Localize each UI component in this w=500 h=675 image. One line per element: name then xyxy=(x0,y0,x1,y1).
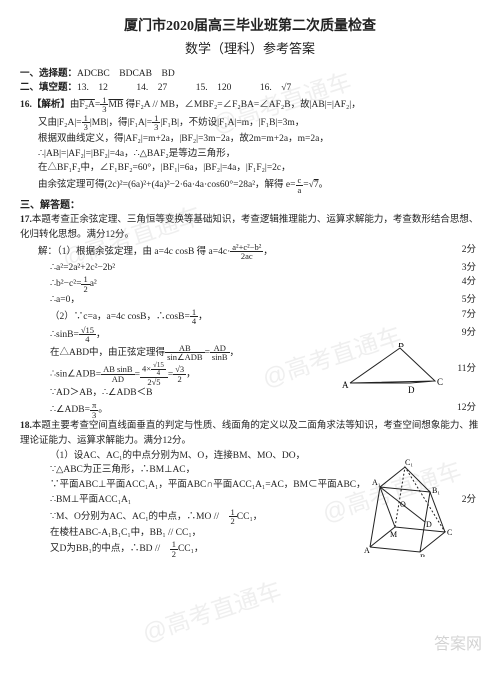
watermark: 答案网 xyxy=(434,633,482,657)
analysis-tag: 【解析】 xyxy=(32,100,70,110)
q16-line4: ∴|AB|=|AF₂|=|BF₂|=4a，∴△BAF₂是等边三角形， xyxy=(20,147,480,162)
svg-text:C: C xyxy=(447,528,452,537)
q17-step4: ∴a=0，5分 xyxy=(20,293,480,308)
section-1-head: 一、选择题： xyxy=(20,69,77,79)
q16-line2: 又由|F₂A|=13|MB|，得|F₁A|=13|F₁B|，不妨设|F₁A|=m… xyxy=(20,114,480,132)
q16-line3: 根据双曲线定义，得|AF₂|=m+2a，|BF₂|=3m−2a，故2m=m+2a… xyxy=(20,132,480,147)
section-3-head: 三、解答题： xyxy=(20,198,480,213)
svg-text:C₁: C₁ xyxy=(405,458,413,467)
svg-text:A₁: A₁ xyxy=(372,478,381,487)
section-2-head: 二、填空题： xyxy=(20,83,77,93)
score-mark: 3分 xyxy=(462,261,480,276)
q18-label: 18. xyxy=(20,421,32,431)
score-mark: 4分 xyxy=(462,275,480,290)
q16-line1: 16.【解析】由F₂A=13MB 得F₂A // MB，∠MBF₂=∠F₂BA=… xyxy=(20,96,480,114)
q16-line5: 在△BF₁F₂中，∠F₁BF₂=60°，|BF₁|=6a，|BF₂|=4a，|F… xyxy=(20,161,480,176)
svg-text:O: O xyxy=(400,500,406,509)
section-2-fill: 二、填空题：13. 12 14. 27 15. 120 16. √7 xyxy=(20,81,480,96)
score-mark: 9分 xyxy=(462,326,480,341)
section-1-choice: 一、选择题：ADCBC BDCAB BD xyxy=(20,67,480,82)
svg-text:D: D xyxy=(408,385,415,395)
q17-step2: ∴a²=2a²+2c²−2b²3分 xyxy=(20,261,480,276)
score-mark: 2分 xyxy=(462,243,480,258)
fill-answers: 13. 12 14. 27 15. 120 16. √7 xyxy=(77,83,291,93)
prism-figure: A B C A₁ B₁ C₁ D M O xyxy=(350,457,470,557)
watermark: @高考直通车 xyxy=(138,574,286,653)
svg-text:B: B xyxy=(398,343,404,349)
score-mark: 7分 xyxy=(462,308,480,323)
score-mark: 12分 xyxy=(457,401,480,416)
q17-step3: ∴b²−c²=12a²4分 xyxy=(20,275,480,293)
q17-step1: 解：（1）根据余弦定理，由 a=4c cosB 得 a=4c·a²+c²−b²2… xyxy=(20,243,480,261)
exam-subtitle: 数学（理科）参考答案 xyxy=(20,39,480,59)
q17-step5: （2）∵c=a，a=4c cosB，∴cosB=14，7分 xyxy=(20,308,480,326)
exam-answer-page: @高考直通车 @高考直通车 @高考直通车 @高考直通车 @高考直通车 答案网 厦… xyxy=(0,0,500,675)
svg-text:B₁: B₁ xyxy=(432,486,440,495)
q17-step10: ∴∠ADB=π3。12分 xyxy=(20,401,480,419)
q17-label: 17. xyxy=(20,215,32,225)
q16-line6: 由余弦定理可得(2c)²=(6a)²+(4a)²−2·6a·4a·cos60°=… xyxy=(20,176,480,194)
q16-label: 16. xyxy=(20,100,32,110)
svg-text:M: M xyxy=(390,530,397,539)
exam-title: 厦门市2020届高三毕业班第二次质量检查 xyxy=(20,16,480,37)
q17-step6: ∴sinB=√154，9分 xyxy=(20,326,480,344)
score-mark: 5分 xyxy=(462,293,480,308)
q17-intro: 17.本题考查正余弦定理、三角恒等变换等基础知识，考查逻辑推理能力、运算求解能力… xyxy=(20,213,480,242)
choice-answers: ADCBC BDCAB BD xyxy=(77,69,175,79)
svg-text:D: D xyxy=(426,520,432,529)
svg-text:C: C xyxy=(437,377,443,387)
score-mark: 11分 xyxy=(457,362,480,377)
svg-text:A: A xyxy=(342,380,349,390)
svg-text:B: B xyxy=(420,553,425,557)
q18-intro: 18.本题主要考查空间直线面垂直的判定与性质、线面角的定义以及二面角求法等知识，… xyxy=(20,419,480,448)
svg-text:A: A xyxy=(364,546,370,555)
triangle-figure: A B C D xyxy=(340,343,450,398)
